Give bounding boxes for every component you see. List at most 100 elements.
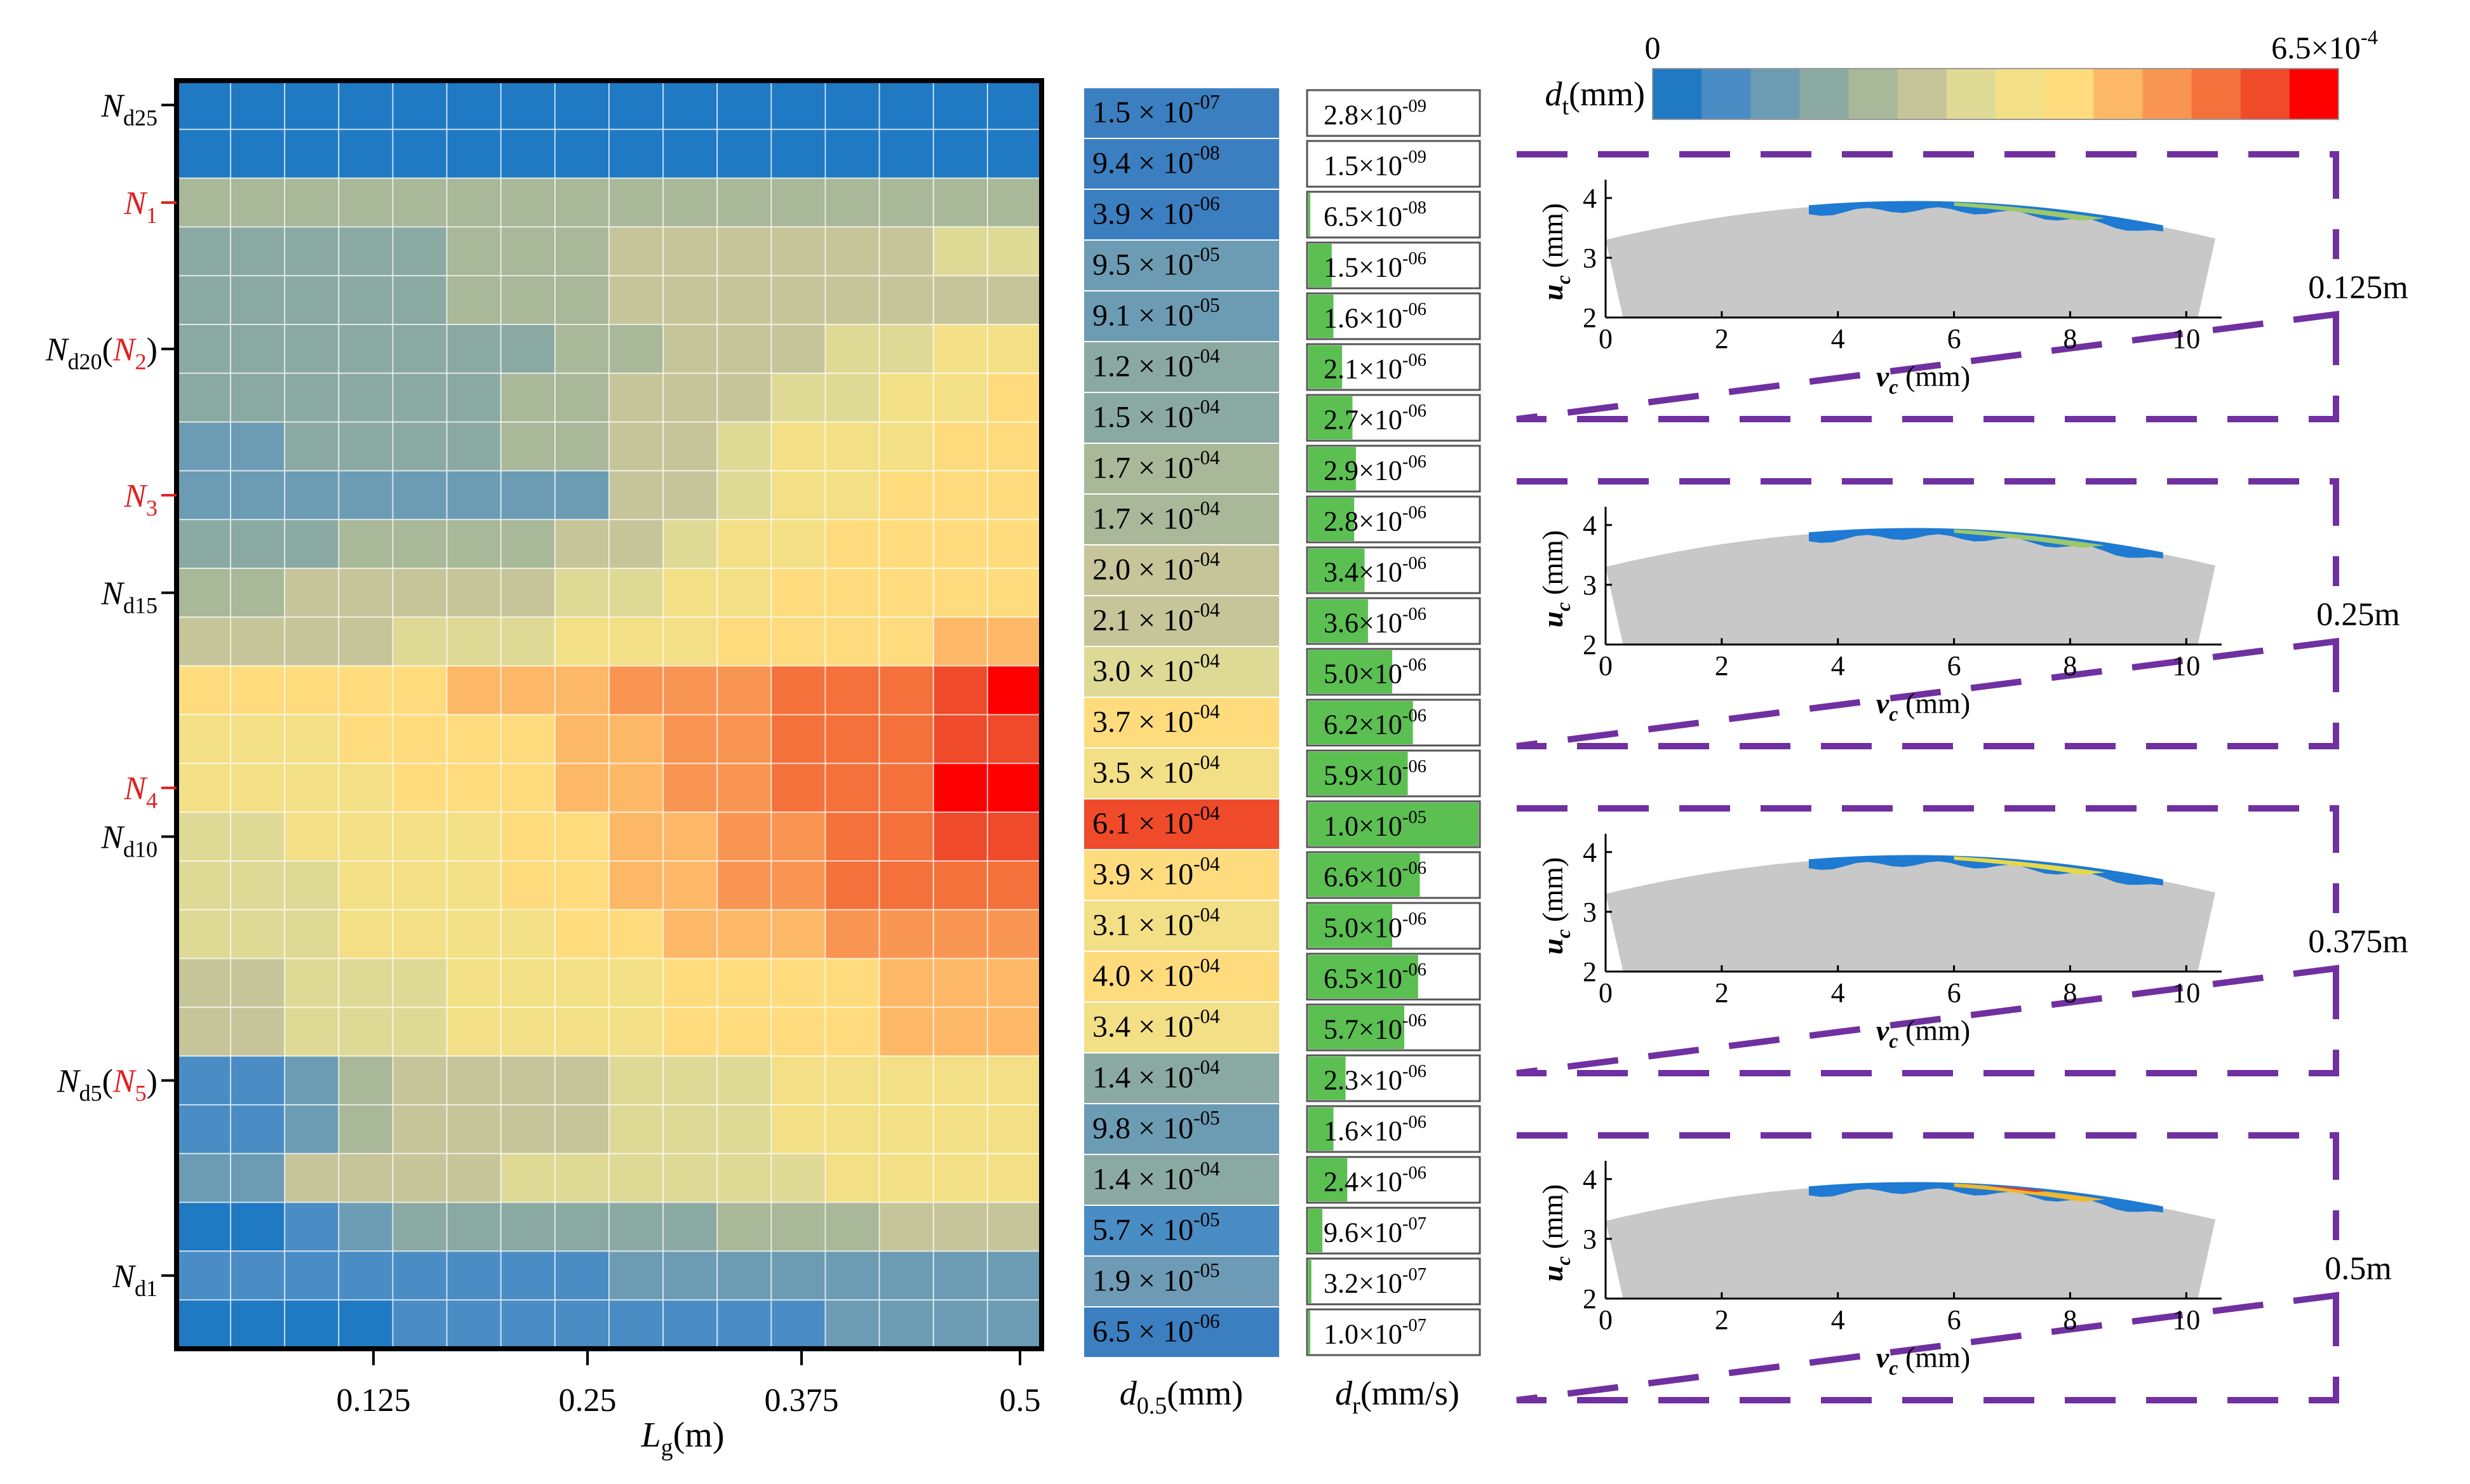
dr-bar	[1308, 599, 1368, 643]
heat-cell	[284, 128, 340, 179]
heat-cell	[878, 1006, 934, 1057]
dr-value: 2.9×10-06	[1324, 452, 1426, 486]
x-axis-label: Lg(m)	[640, 1415, 724, 1461]
heat-cell	[500, 763, 556, 813]
heat-cell	[446, 714, 502, 765]
dr-bar	[1308, 752, 1408, 795]
heat-cell	[608, 275, 664, 326]
dr-bar	[1308, 955, 1418, 998]
heat-cell	[986, 1299, 1042, 1349]
y-tick-label: 3	[1583, 243, 1597, 274]
heat-cell	[986, 665, 1042, 716]
heat-cell	[392, 568, 448, 618]
heat-cell	[770, 372, 826, 423]
heat-cell	[338, 177, 394, 228]
dr-value: 6.5×10-06	[1324, 960, 1426, 994]
heat-cell	[338, 958, 394, 1008]
d05-cell	[1083, 595, 1280, 647]
heat-cell	[608, 1153, 664, 1203]
heat-cell	[446, 568, 502, 618]
heat-cell	[824, 226, 880, 277]
colorbar-swatch	[1799, 69, 1849, 119]
d05-value: 1.9 × 10-05	[1092, 1259, 1220, 1298]
heat-cell	[932, 421, 988, 472]
heat-cell	[176, 568, 232, 618]
heat-cell	[608, 1299, 664, 1349]
heat-cell	[878, 1055, 934, 1106]
heat-cell	[986, 812, 1042, 862]
heat-cell	[554, 665, 610, 716]
wheel-profile	[1606, 857, 2215, 972]
heat-cell	[284, 860, 340, 911]
heat-cell	[392, 714, 448, 765]
heat-cell	[284, 1153, 340, 1203]
heat-cell	[608, 226, 664, 277]
heat-cell	[338, 763, 394, 813]
d05-value: 9.1 × 10-05	[1092, 294, 1220, 333]
heat-cell	[554, 1055, 610, 1106]
heat-cell	[878, 470, 934, 521]
x-tick-label: 4	[1831, 650, 1845, 681]
heat-cell	[554, 1104, 610, 1154]
heat-cell	[932, 616, 988, 667]
dr-bar	[1308, 345, 1343, 389]
heat-cell	[770, 958, 826, 1008]
heat-cell	[824, 128, 880, 179]
heat-cell	[230, 714, 286, 765]
heat-cell	[608, 909, 664, 959]
heat-cell	[662, 1201, 718, 1252]
wheel-profile	[1606, 530, 2215, 645]
heat-cell	[770, 421, 826, 472]
d05-value: 3.1 × 10-04	[1092, 904, 1220, 942]
heat-cell	[500, 958, 556, 1008]
heat-cell	[446, 616, 502, 667]
heat-cell	[932, 372, 988, 423]
heat-cell	[392, 1104, 448, 1154]
heat-cell	[608, 372, 664, 423]
heat-cell	[878, 665, 934, 716]
heat-cell	[986, 1006, 1042, 1057]
heat-cell	[932, 226, 988, 277]
x-tick-label: 6	[1947, 977, 1961, 1008]
heat-cell	[176, 372, 232, 423]
dr-cell	[1306, 1257, 1481, 1306]
heat-cell	[932, 275, 988, 326]
heat-cell	[932, 1250, 988, 1301]
heat-cell	[500, 1104, 556, 1154]
dr-bar	[1308, 1209, 1323, 1252]
heat-cell	[608, 1104, 664, 1154]
heat-cell	[716, 1006, 772, 1057]
heat-cell	[392, 958, 448, 1008]
heat-cell	[230, 177, 286, 228]
heat-cell	[500, 1055, 556, 1106]
d05-value: 3.7 × 10-04	[1092, 700, 1220, 739]
heat-cell	[338, 1299, 394, 1349]
d05-value: 1.7 × 10-04	[1092, 446, 1220, 485]
heat-cell	[662, 812, 718, 862]
colorbar-swatch	[1897, 69, 1947, 119]
heat-cell	[932, 958, 988, 1008]
heat-cell	[338, 470, 394, 521]
x-tick-label: 8	[2063, 323, 2077, 354]
heat-cell	[230, 665, 286, 716]
dr-cell	[1306, 292, 1481, 340]
heat-cell	[986, 421, 1042, 472]
heat-cell	[446, 1055, 502, 1106]
dr-cell	[1306, 1308, 1481, 1356]
heat-cell	[770, 812, 826, 862]
heat-cell	[500, 275, 556, 326]
heat-cell	[176, 1299, 232, 1349]
dr-bar	[1308, 803, 1479, 846]
heat-cell	[446, 665, 502, 716]
heat-cell	[176, 177, 232, 228]
heat-cell	[662, 714, 718, 765]
y-tick-label: 2	[1583, 1283, 1597, 1314]
heat-cell	[932, 1201, 988, 1252]
heat-cell	[392, 324, 448, 374]
panel-border	[1516, 1132, 2339, 1403]
panel-label: 0.5m	[2325, 1251, 2391, 1287]
heat-cell	[230, 519, 286, 570]
heat-cell	[392, 860, 448, 911]
dr-value: 1.0×10-05	[1324, 808, 1426, 842]
dr-value: 5.0×10-06	[1324, 655, 1426, 690]
